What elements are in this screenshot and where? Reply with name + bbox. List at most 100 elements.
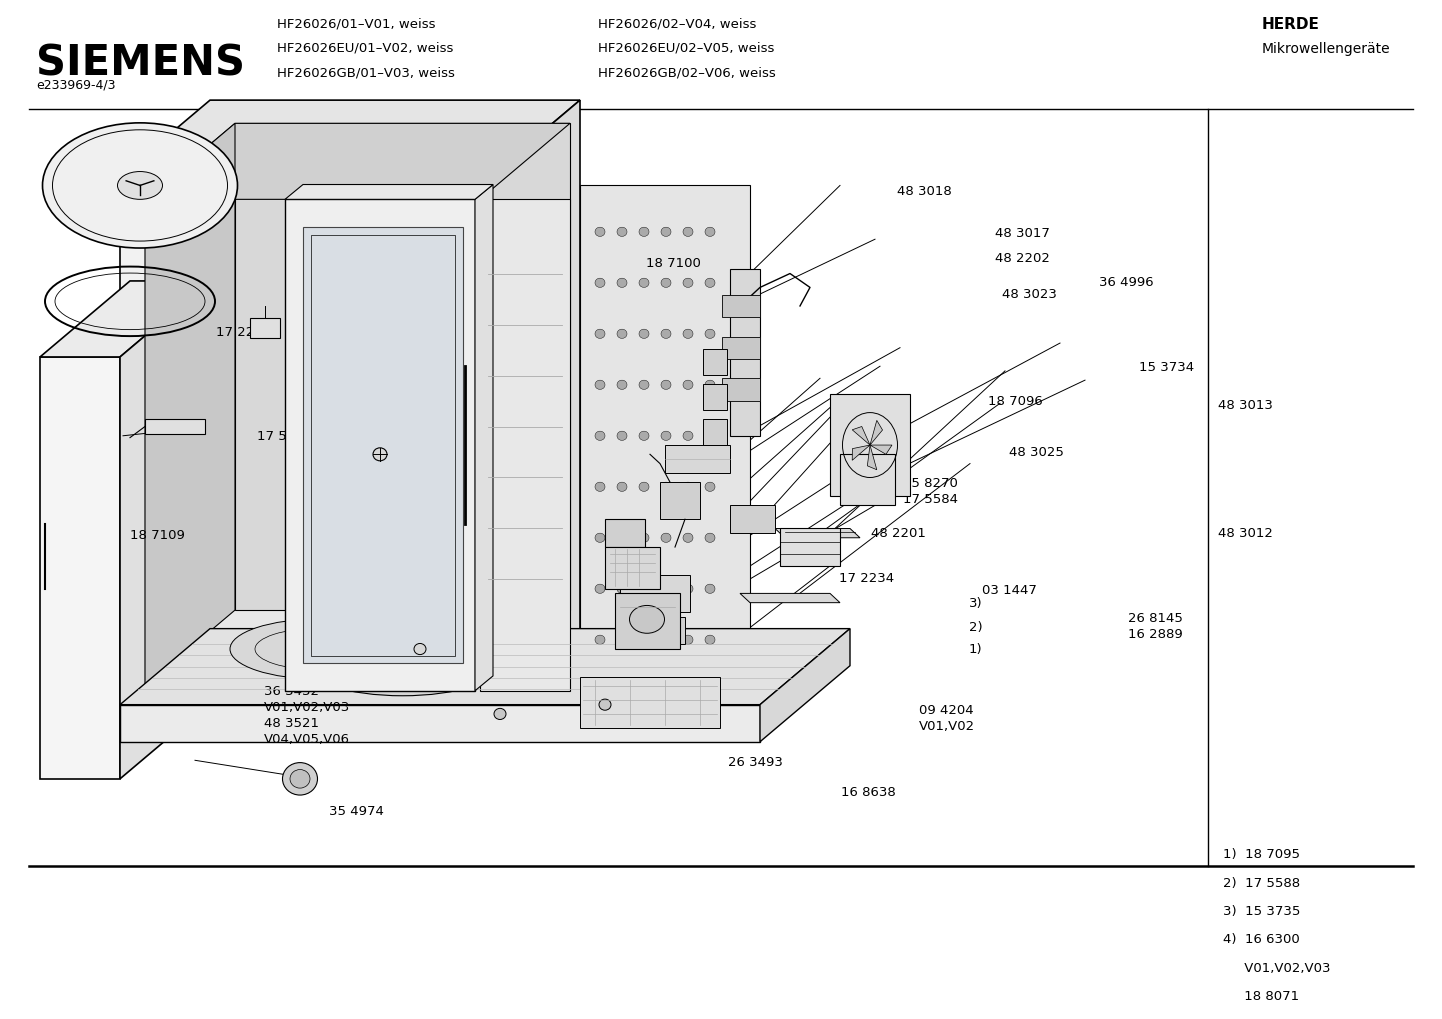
Polygon shape: [614, 616, 685, 644]
Text: 48 3012: 48 3012: [1218, 527, 1273, 540]
Polygon shape: [841, 454, 895, 505]
Circle shape: [684, 227, 694, 236]
Text: 48 2202: 48 2202: [995, 253, 1050, 265]
Text: HF26026GB/01–V03, weiss: HF26026GB/01–V03, weiss: [277, 66, 454, 79]
Polygon shape: [480, 200, 570, 691]
Circle shape: [684, 278, 694, 287]
Circle shape: [705, 278, 715, 287]
Text: 09 4204
V01,V02: 09 4204 V01,V02: [919, 704, 975, 733]
Polygon shape: [120, 100, 580, 176]
Polygon shape: [120, 705, 760, 742]
Polygon shape: [286, 200, 474, 691]
Polygon shape: [40, 357, 120, 779]
Text: 18 7109: 18 7109: [130, 529, 185, 542]
Polygon shape: [730, 505, 774, 533]
Ellipse shape: [598, 699, 611, 710]
Ellipse shape: [303, 631, 502, 696]
Circle shape: [660, 482, 671, 491]
Circle shape: [705, 329, 715, 338]
Polygon shape: [303, 227, 463, 663]
Circle shape: [684, 635, 694, 644]
Text: SIEMENS: SIEMENS: [36, 43, 245, 85]
Polygon shape: [614, 593, 681, 649]
Circle shape: [684, 380, 694, 389]
Text: 48 3018: 48 3018: [897, 185, 952, 198]
Polygon shape: [665, 445, 730, 473]
Text: 36 3432
V01,V02,V03
48 3521
V04,V05,V06: 36 3432 V01,V02,V03 48 3521 V04,V05,V06: [264, 685, 350, 746]
Circle shape: [639, 380, 649, 389]
Text: 1)  18 7095: 1) 18 7095: [1223, 849, 1299, 861]
Polygon shape: [606, 520, 645, 547]
Text: 35 4974: 35 4974: [329, 805, 384, 818]
Circle shape: [639, 227, 649, 236]
Polygon shape: [852, 445, 870, 461]
Circle shape: [617, 431, 627, 440]
Circle shape: [660, 329, 671, 338]
Text: 36 4996: 36 4996: [1099, 276, 1154, 288]
Circle shape: [660, 380, 671, 389]
Circle shape: [705, 380, 715, 389]
Text: HF26026EU/02–V05, weiss: HF26026EU/02–V05, weiss: [598, 42, 774, 55]
Polygon shape: [146, 123, 235, 686]
Polygon shape: [146, 200, 480, 686]
Circle shape: [617, 278, 627, 287]
Circle shape: [639, 584, 649, 593]
Ellipse shape: [373, 447, 386, 461]
Ellipse shape: [231, 619, 410, 679]
Ellipse shape: [42, 123, 238, 248]
Text: 48 3025: 48 3025: [1009, 446, 1064, 459]
Circle shape: [596, 329, 606, 338]
Ellipse shape: [290, 769, 310, 788]
Polygon shape: [660, 482, 699, 520]
Circle shape: [617, 329, 627, 338]
Text: e233969-4/3: e233969-4/3: [36, 78, 115, 92]
Polygon shape: [580, 185, 750, 705]
Circle shape: [639, 533, 649, 542]
Circle shape: [596, 482, 606, 491]
Circle shape: [596, 380, 606, 389]
Polygon shape: [730, 269, 760, 436]
Circle shape: [639, 329, 649, 338]
Circle shape: [596, 635, 606, 644]
Text: 3)  15 3735: 3) 15 3735: [1223, 905, 1301, 918]
Polygon shape: [780, 529, 841, 566]
Text: Mikrowellengeräte: Mikrowellengeräte: [1262, 42, 1390, 56]
Circle shape: [684, 329, 694, 338]
Ellipse shape: [283, 762, 317, 795]
Text: 48 3013: 48 3013: [1218, 398, 1273, 412]
Circle shape: [617, 227, 627, 236]
Ellipse shape: [630, 605, 665, 633]
Circle shape: [639, 482, 649, 491]
Circle shape: [660, 227, 671, 236]
Polygon shape: [146, 419, 205, 434]
Circle shape: [705, 635, 715, 644]
Text: 48 2201: 48 2201: [871, 527, 926, 540]
Text: V01,V02,V03: V01,V02,V03: [1223, 962, 1331, 975]
Circle shape: [617, 635, 627, 644]
Text: 16 8638: 16 8638: [841, 786, 895, 799]
Circle shape: [684, 482, 694, 491]
Circle shape: [660, 584, 671, 593]
Text: 05 8270
17 5584: 05 8270 17 5584: [903, 477, 957, 506]
Text: 15 3734: 15 3734: [1139, 361, 1194, 374]
Polygon shape: [852, 427, 870, 445]
Text: 26 3493: 26 3493: [728, 756, 783, 769]
Circle shape: [617, 584, 627, 593]
Circle shape: [684, 584, 694, 593]
Polygon shape: [606, 547, 660, 589]
Circle shape: [705, 431, 715, 440]
Polygon shape: [620, 575, 691, 612]
Text: 3): 3): [969, 597, 982, 610]
Text: 26 8145
16 2889: 26 8145 16 2889: [1128, 612, 1182, 641]
Text: HF26026EU/01–V02, weiss: HF26026EU/01–V02, weiss: [277, 42, 453, 55]
Circle shape: [596, 533, 606, 542]
Polygon shape: [249, 318, 280, 338]
Text: 36 5005: 36 5005: [461, 255, 516, 268]
Polygon shape: [760, 629, 849, 742]
Text: 2): 2): [969, 621, 982, 634]
Circle shape: [705, 227, 715, 236]
Ellipse shape: [414, 643, 425, 654]
Text: HF26026/02–V04, weiss: HF26026/02–V04, weiss: [598, 17, 757, 30]
Polygon shape: [740, 593, 841, 602]
Circle shape: [684, 533, 694, 542]
